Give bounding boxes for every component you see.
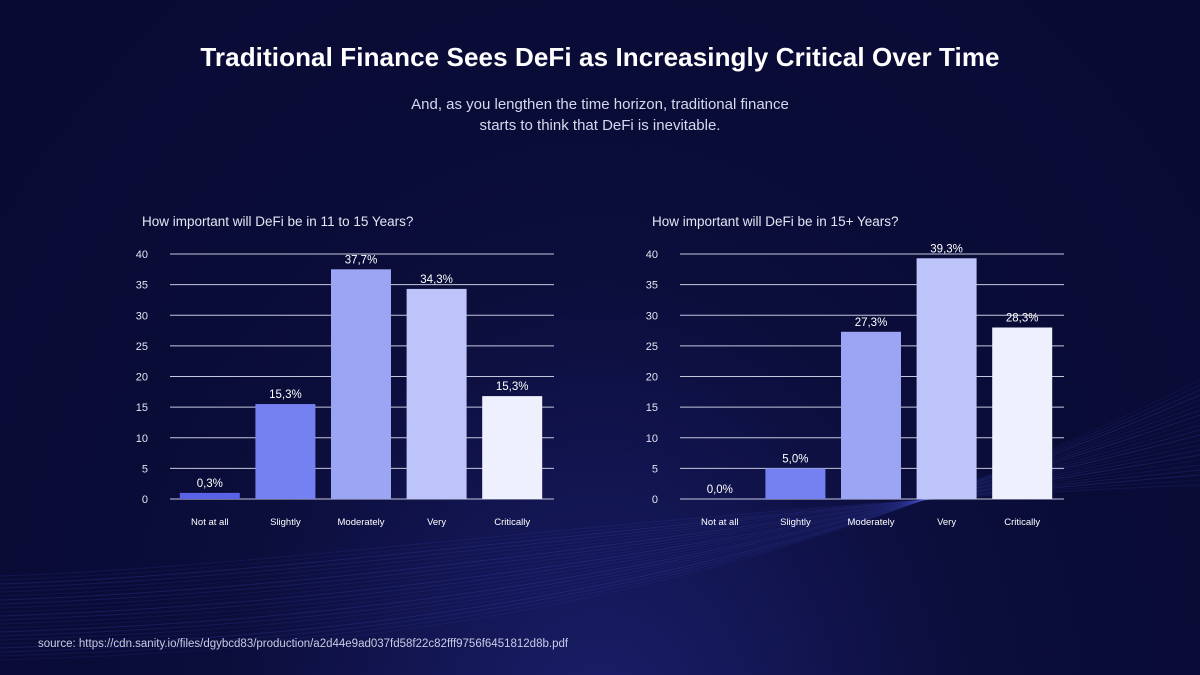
y-tick-label: 25	[646, 341, 658, 353]
bar-moderately	[331, 269, 391, 499]
wave-line	[0, 414, 1200, 633]
data-label: 37,7%	[345, 254, 378, 266]
data-label: 15,3%	[269, 389, 302, 401]
y-tick-label: 30	[136, 310, 148, 322]
page-subtitle: And, as you lengthen the time horizon, t…	[0, 94, 1200, 136]
x-tick-label: Moderately	[848, 517, 895, 528]
wave-line	[0, 384, 1200, 657]
bar-critically	[482, 396, 543, 499]
wave-line	[0, 474, 1200, 585]
x-tick-label: Very	[427, 517, 446, 528]
wave-line	[0, 439, 1200, 613]
wave-line	[0, 404, 1200, 641]
wave-line	[0, 389, 1200, 653]
y-tick-label: 10	[646, 433, 658, 445]
data-label: 0,3%	[197, 478, 223, 490]
y-tick-label: 0	[142, 494, 148, 506]
wave-line	[0, 449, 1200, 605]
data-label: 34,3%	[420, 274, 453, 286]
data-label: 27,3%	[855, 317, 888, 329]
x-tick-label: Moderately	[338, 517, 385, 528]
subtitle-line-1: And, as you lengthen the time horizon, t…	[411, 96, 789, 113]
bar-chart-svg: 0 5 10 15 20 25 30 35 40 0,0% Not at all 5,0% Slight…	[646, 243, 1064, 528]
chart-11-to-15-years: How important will DeFi be in 11 to 15 Y…	[136, 210, 576, 540]
subtitle-line-2: starts to think that DeFi is inevitable.	[479, 117, 721, 134]
y-tick-label: 5	[142, 463, 148, 475]
page-title: Traditional Finance Sees DeFi as Increas…	[200, 42, 1000, 72]
y-tick-label: 20	[136, 372, 148, 384]
y-tick-label: 0	[652, 494, 658, 506]
y-tick-label: 40	[136, 249, 148, 261]
y-tick-label: 5	[652, 463, 658, 475]
wave-line	[0, 479, 1200, 581]
x-tick-label: Not at all	[191, 517, 229, 528]
data-label: 39,3%	[930, 243, 963, 255]
wave-line	[0, 444, 1200, 609]
y-tick-label: 25	[136, 341, 148, 353]
wave-line	[0, 464, 1200, 593]
bar-critically	[992, 327, 1053, 499]
wave-line	[0, 409, 1200, 637]
bar-not-at-all	[179, 492, 240, 499]
y-tick-label: 20	[646, 372, 658, 384]
x-tick-label: Critically	[494, 517, 530, 528]
y-tick-label: 15	[136, 402, 148, 414]
data-label: 15,3%	[496, 381, 529, 393]
source-citation: source: https://cdn.sanity.io/files/dgyb…	[38, 638, 569, 650]
wave-line	[0, 424, 1200, 625]
data-label: 5,0%	[782, 453, 808, 465]
bar-slightly	[255, 404, 316, 499]
wave-line	[0, 419, 1200, 629]
y-tick-label: 15	[646, 402, 658, 414]
x-tick-label: Very	[937, 517, 956, 528]
y-tick-label: 30	[646, 310, 658, 322]
bar-very	[916, 258, 977, 499]
wave-line	[0, 459, 1200, 597]
x-tick-label: Not at all	[701, 517, 739, 528]
wave-line	[0, 379, 1200, 661]
wave-line	[0, 394, 1200, 649]
wave-line	[0, 454, 1200, 601]
wave-line	[0, 429, 1200, 621]
chart-title: How important will DeFi be in 15+ Years?	[652, 214, 899, 229]
x-tick-label: Slightly	[270, 517, 301, 528]
y-tick-label: 35	[136, 280, 148, 292]
data-label: 28,3%	[1006, 313, 1039, 325]
chart-title: How important will DeFi be in 11 to 15 Y…	[142, 214, 414, 229]
y-tick-label: 10	[136, 433, 148, 445]
wave-line	[0, 434, 1200, 617]
bar-moderately	[841, 331, 901, 499]
y-tick-label: 35	[646, 280, 658, 292]
wave-line	[0, 399, 1200, 645]
x-tick-label: Slightly	[780, 517, 811, 528]
wave-line	[0, 484, 1200, 577]
data-label: 0,0%	[707, 484, 733, 496]
x-tick-label: Critically	[1004, 517, 1040, 528]
y-tick-label: 40	[646, 249, 658, 261]
bar-chart-svg: 0 5 10 15 20 25 30 35 40 0,3% Not at all 15,3% Sligh…	[136, 249, 554, 528]
bar-very	[406, 288, 467, 499]
wave-line	[0, 469, 1200, 589]
chart-15-plus-years: How important will DeFi be in 15+ Years?…	[646, 210, 1086, 540]
bar-slightly	[765, 468, 826, 499]
